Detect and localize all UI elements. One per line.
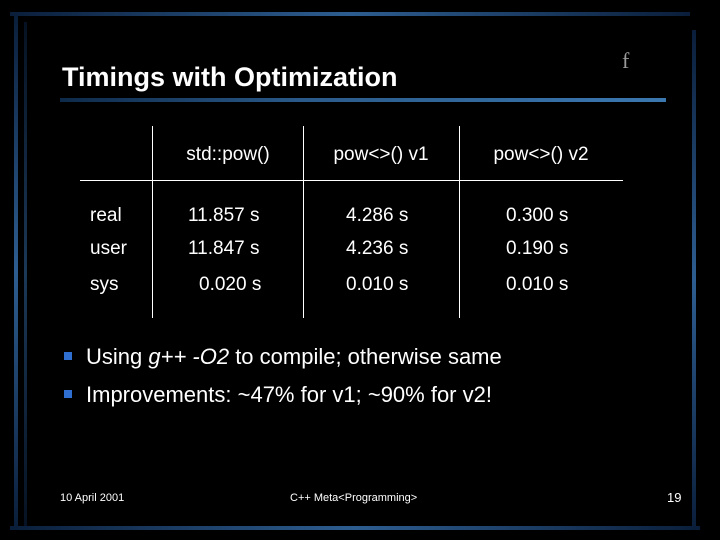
bullet-text: Improvements: ~47% for v1; ~90% for v2!	[86, 382, 492, 407]
footer-date: 10 April 2001	[60, 492, 125, 504]
row-label-user: user	[90, 238, 127, 259]
table-header-pow-v1: pow<>() v1	[333, 144, 429, 165]
bullet-item: Improvements: ~47% for v1; ~90% for v2!	[64, 380, 502, 418]
table-cell: 0.010 s	[506, 274, 569, 295]
table-header-std-pow: std::pow()	[186, 144, 270, 165]
table-cell: 0.190 s	[506, 238, 569, 259]
title-underline	[60, 98, 666, 102]
bullet-text: to compile; otherwise same	[229, 344, 502, 369]
square-bullet-icon	[64, 352, 72, 361]
table-cell: 0.020 s	[199, 274, 262, 295]
table-cell: 11.857 s	[188, 205, 260, 226]
table-cell: 4.236 s	[346, 238, 409, 259]
table-cell: 0.010 s	[346, 274, 409, 295]
table-divider-vertical-2	[303, 126, 304, 318]
bullet-emphasis: g++ -O2	[148, 344, 230, 369]
table-divider-vertical-1	[152, 126, 153, 318]
row-label-sys: sys	[90, 274, 119, 295]
table-cell: 11.847 s	[188, 238, 260, 259]
table-cell: 0.300 s	[506, 205, 569, 226]
bullet-item: Using g++ -O2 to compile; otherwise same	[64, 342, 502, 380]
row-label-real: real	[90, 205, 122, 226]
slide-title: Timings with Optimization	[62, 62, 398, 92]
bullet-list: Using g++ -O2 to compile; otherwise same…	[64, 342, 502, 418]
square-bullet-icon	[64, 390, 72, 399]
table-divider-vertical-3	[459, 126, 460, 318]
table-cell: 4.286 s	[346, 205, 409, 226]
footer-title: C++ Meta<Programming>	[290, 492, 418, 504]
corner-mark: f	[622, 48, 630, 73]
page-number: 19	[667, 490, 682, 505]
table-header-pow-v2: pow<>() v2	[493, 144, 589, 165]
bullet-text: Using	[86, 344, 149, 369]
table-divider-horizontal	[80, 180, 623, 181]
